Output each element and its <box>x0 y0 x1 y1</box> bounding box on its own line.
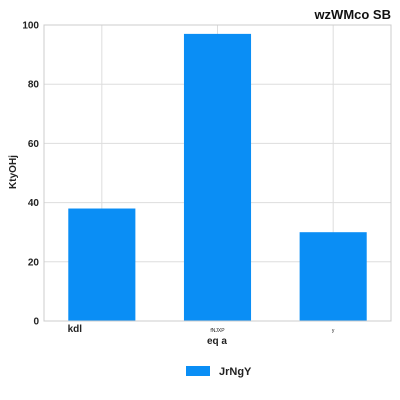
x-tick-label: kdl <box>68 324 83 335</box>
bar <box>183 33 252 321</box>
plot-frame <box>43 24 392 322</box>
x-axis-title: eq a <box>207 336 227 347</box>
x-tick-label: fNJXP <box>210 328 225 334</box>
y-tick-labels: 0 20 40 60 80 100 <box>22 21 39 328</box>
x-tick-label: y <box>332 328 335 334</box>
y-axis-title: KtyOHj <box>8 155 19 189</box>
bars <box>68 33 367 321</box>
y-tick-label: 0 <box>33 317 39 328</box>
bar <box>299 232 367 321</box>
legend-label: JrNgY <box>219 366 252 378</box>
legend: JrNgY <box>186 366 252 378</box>
chart-title: wzWMco SB <box>313 7 391 22</box>
bar <box>68 208 136 321</box>
x-tick-labels: kdl fNJXP y <box>68 324 335 335</box>
y-tick-label: 20 <box>28 257 40 268</box>
y-tick-label: 40 <box>28 198 40 209</box>
y-tick-label: 60 <box>28 139 40 150</box>
y-tick-label: 100 <box>22 21 39 32</box>
y-tick-label: 80 <box>28 80 40 91</box>
legend-swatch <box>186 366 210 376</box>
